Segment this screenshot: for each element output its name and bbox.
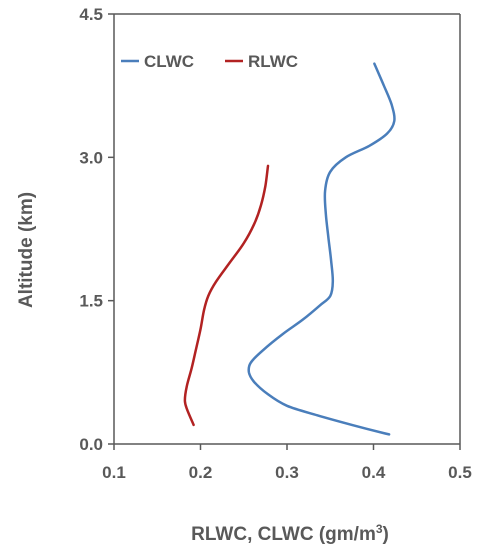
series-line-rlwc — [183, 164, 270, 427]
y-tick-label: 1.5 — [79, 292, 103, 311]
y-tick-label: 4.5 — [79, 5, 103, 24]
x-tick-label: 0.4 — [362, 463, 386, 482]
y-tick-label: 0.0 — [79, 435, 103, 454]
x-axis-title-end: ) — [383, 524, 389, 545]
legend-label-clwc: CLWC — [144, 52, 194, 71]
series-layer — [183, 62, 396, 436]
plot-area — [113, 13, 461, 445]
y-axis-title: Altitude (km) — [16, 192, 37, 308]
legend: CLWC RLWC — [121, 52, 298, 71]
x-axis-title-superscript: 3 — [376, 522, 383, 536]
legend-label-rlwc: RLWC — [248, 52, 298, 71]
y-tick-label: 3.0 — [79, 148, 103, 167]
x-tick-label: 0.3 — [275, 463, 299, 482]
x-axis-title-main: RLWC, CLWC (gm/m — [191, 524, 376, 545]
x-axis-title: RLWC, CLWC (gm/m3) — [191, 522, 389, 545]
x-tick-label: 0.5 — [448, 463, 472, 482]
series-line-clwc — [247, 62, 396, 436]
x-tick-label: 0.2 — [189, 463, 213, 482]
x-axis-ticks: 0.1 0.2 0.3 0.4 0.5 — [102, 444, 472, 482]
x-tick-label: 0.1 — [102, 463, 126, 482]
y-axis-ticks: 0.0 1.5 3.0 4.5 — [79, 5, 114, 454]
